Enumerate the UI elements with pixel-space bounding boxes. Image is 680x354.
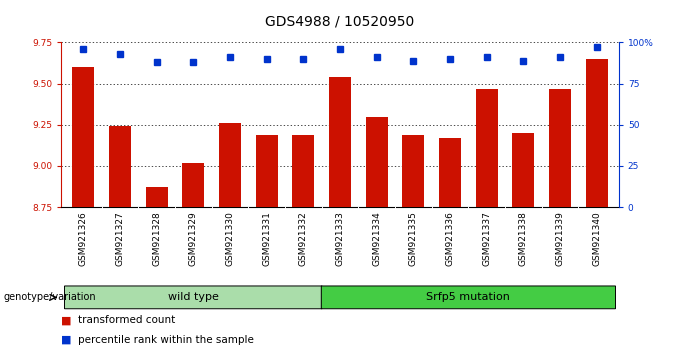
Text: GSM921335: GSM921335 (409, 211, 418, 266)
Text: GSM921334: GSM921334 (372, 211, 381, 266)
Text: GSM921339: GSM921339 (556, 211, 564, 266)
Bar (476, 88, 498, 207)
Text: GSM921329: GSM921329 (189, 211, 198, 266)
Bar (182, 162, 204, 207)
Text: GSM921336: GSM921336 (445, 211, 454, 266)
Text: GSM921330: GSM921330 (226, 211, 235, 266)
Text: transformed count: transformed count (78, 315, 175, 325)
Text: GSM921331: GSM921331 (262, 211, 271, 266)
Bar (585, 59, 608, 207)
Bar (549, 88, 571, 207)
Bar (256, 135, 277, 207)
Bar (109, 126, 131, 207)
Bar (403, 135, 424, 207)
Text: GSM921326: GSM921326 (79, 211, 88, 266)
Bar (219, 123, 241, 207)
Bar (72, 67, 95, 207)
Text: GSM921332: GSM921332 (299, 211, 308, 266)
Text: genotype/variation: genotype/variation (3, 292, 96, 302)
Text: GSM921333: GSM921333 (335, 211, 345, 266)
Text: GSM921328: GSM921328 (152, 211, 161, 266)
FancyBboxPatch shape (321, 286, 615, 309)
Text: GSM921327: GSM921327 (116, 211, 124, 266)
Bar (329, 77, 351, 207)
Text: percentile rank within the sample: percentile rank within the sample (78, 335, 254, 345)
Bar (292, 135, 314, 207)
Bar (146, 187, 167, 207)
Bar (366, 116, 388, 207)
Text: GSM921337: GSM921337 (482, 211, 491, 266)
Text: GSM921338: GSM921338 (519, 211, 528, 266)
Text: GDS4988 / 10520950: GDS4988 / 10520950 (265, 14, 415, 28)
Text: ■: ■ (61, 315, 71, 325)
Bar (439, 138, 461, 207)
Text: wild type: wild type (168, 292, 219, 302)
Text: GSM921340: GSM921340 (592, 211, 601, 266)
Text: Srfp5 mutation: Srfp5 mutation (426, 292, 510, 302)
Bar (513, 133, 534, 207)
Text: ■: ■ (61, 335, 71, 345)
FancyBboxPatch shape (65, 286, 322, 309)
